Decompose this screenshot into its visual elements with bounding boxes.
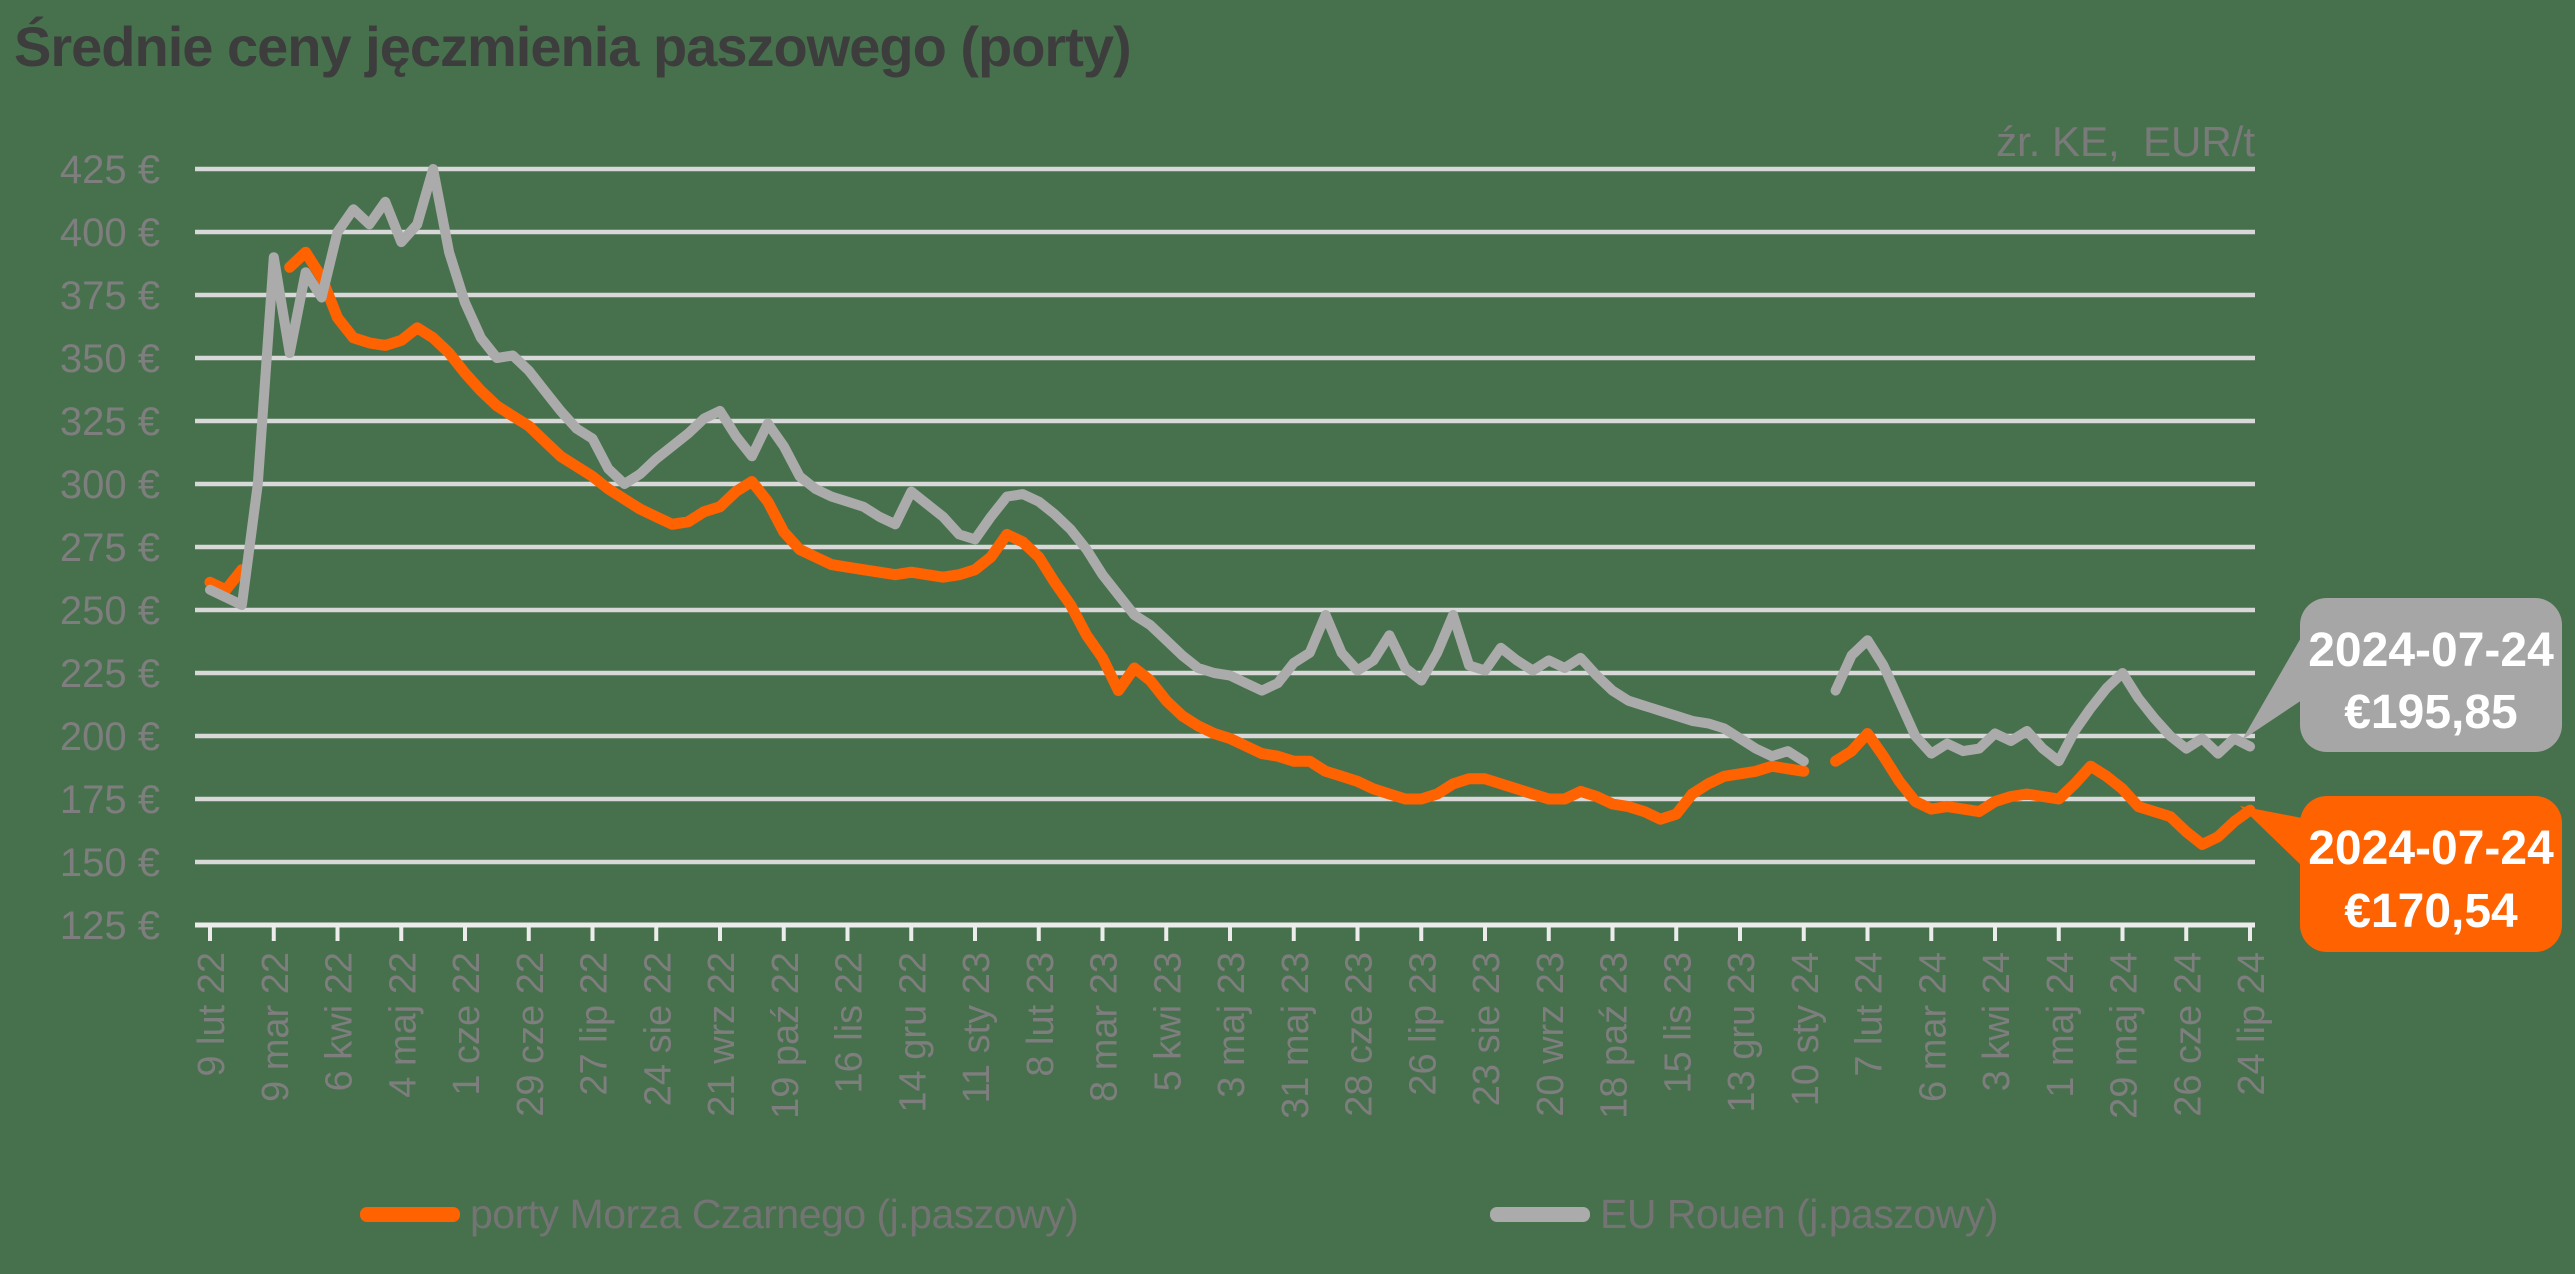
x-axis-tick-label: 14 gru 22 xyxy=(892,952,934,1113)
x-axis-tick-label: 31 maj 23 xyxy=(1275,952,1317,1119)
y-axis-tick-label: 175 € xyxy=(60,778,160,822)
x-axis-tick-label: 9 mar 22 xyxy=(255,952,297,1102)
y-axis-tick-label: 350 € xyxy=(60,337,160,381)
x-axis-tick-label: 29 cze 22 xyxy=(510,952,552,1117)
y-axis-tick-label: 425 € xyxy=(60,148,160,192)
x-axis-tick-label: 9 lut 22 xyxy=(191,952,233,1077)
x-axis-tick-label: 13 gru 23 xyxy=(1721,952,1763,1113)
x-axis-tick-label: 21 wrz 22 xyxy=(701,952,743,1117)
y-axis-tick-label: 125 € xyxy=(60,904,160,948)
x-axis-tick-label: 29 maj 24 xyxy=(2104,952,2146,1119)
callout-eu-rouen-value: €195,85 xyxy=(2344,686,2518,739)
x-axis-tick-label: 8 mar 23 xyxy=(1084,952,1126,1102)
data-series xyxy=(204,164,2256,850)
x-axis-tick-label: 15 lis 23 xyxy=(1657,952,1699,1094)
x-axis-tick-label: 11 sty 23 xyxy=(956,952,998,1103)
black-sea-line-swatch xyxy=(360,1206,460,1222)
x-axis-tick-label: 19 paź 22 xyxy=(765,952,807,1119)
y-axis-tick-label: 150 € xyxy=(60,841,160,885)
chart-title: Średnie ceny jęczmienia paszowego (porty… xyxy=(14,15,1132,78)
legend-label-eu-rouen: EU Rouen (j.paszowy) xyxy=(1600,1190,1998,1237)
callout-eu-rouen: 2024-07-24 €195,85 xyxy=(2242,598,2562,752)
callout-black-sea: 2024-07-24 €170,54 xyxy=(2240,796,2562,952)
x-axis-tick-label: 26 lip 23 xyxy=(1402,952,1444,1096)
x-axis-tick-label: 20 wrz 23 xyxy=(1530,952,1572,1117)
source-unit-note: źr. KE, EUR/t xyxy=(1995,118,2255,165)
y-axis-tick-label: 225 € xyxy=(60,652,160,696)
series-line-black-sea xyxy=(204,246,2256,850)
x-axis-tick-label: 18 paź 23 xyxy=(1594,952,1636,1119)
y-axis-tick-label: 275 € xyxy=(60,526,160,570)
y-axis-tick-label: 325 € xyxy=(60,400,160,444)
legend-item-eu-rouen: EU Rouen (j.paszowy) xyxy=(1490,1186,1998,1242)
legend-label-black-sea: porty Morza Czarnego (j.paszowy) xyxy=(470,1190,1079,1237)
x-axis-tick-label: 24 sie 22 xyxy=(637,952,679,1106)
x-axis-tick-label: 3 maj 23 xyxy=(1211,952,1253,1098)
y-axis-tick-label: 300 € xyxy=(60,463,160,507)
eu-rouen-line-swatch xyxy=(1490,1206,1590,1222)
x-axis-tick-label: 27 lip 22 xyxy=(574,952,616,1096)
x-axis-tick-label: 10 sty 24 xyxy=(1785,952,1827,1106)
chart-legend: porty Morza Czarnego (j.paszowy) EU Roue… xyxy=(0,1186,2575,1246)
callout-black-sea-box xyxy=(2300,796,2562,952)
x-axis-tick-label: 6 kwi 22 xyxy=(319,952,361,1091)
x-axis-tick-label: 1 cze 22 xyxy=(446,952,488,1096)
callout-eu-rouen-pointer xyxy=(2242,636,2302,740)
x-axis-tick-label: 3 kwi 24 xyxy=(1976,952,2018,1091)
x-axis-tick-label: 6 mar 24 xyxy=(1912,952,1954,1102)
callout-black-sea-date: 2024-07-24 xyxy=(2308,822,2554,875)
callout-eu-rouen-box xyxy=(2300,598,2562,752)
y-axis-tick-label: 200 € xyxy=(60,715,160,759)
x-axis-tick-label: 1 maj 24 xyxy=(2040,952,2082,1098)
x-axis-tick-label: 26 cze 24 xyxy=(2167,952,2209,1117)
x-axis-tick-label: 7 lut 24 xyxy=(1849,952,1891,1077)
callout-black-sea-value: €170,54 xyxy=(2344,885,2518,938)
gridlines xyxy=(195,166,2255,865)
y-axis-labels: 425 € 400 € 375 € 350 € 325 € 300 € 275 € 250 €… xyxy=(60,148,160,948)
legend-item-black-sea: porty Morza Czarnego (j.paszowy) xyxy=(360,1186,1079,1242)
y-axis-tick-label: 375 € xyxy=(60,274,160,318)
x-axis xyxy=(195,922,2255,941)
x-axis-labels: 9 lut 22 9 mar 22 6 kwi 22 4 maj 22 1 cze 22… xyxy=(191,952,2273,1119)
x-axis-tick-label: 24 lip 24 xyxy=(2231,952,2273,1096)
series-line-eu-rouen xyxy=(205,164,2255,767)
x-axis-tick-label: 16 lis 22 xyxy=(829,952,871,1094)
x-axis-tick-label: 23 sie 23 xyxy=(1466,952,1508,1106)
callout-eu-rouen-date: 2024-07-24 xyxy=(2308,624,2554,677)
x-axis-tick-label: 8 lut 23 xyxy=(1020,952,1062,1077)
x-axis-tick-label: 4 maj 22 xyxy=(382,952,424,1098)
x-axis-tick-label: 5 kwi 23 xyxy=(1147,952,1189,1091)
y-axis-tick-label: 250 € xyxy=(60,589,160,633)
y-axis-tick-label: 400 € xyxy=(60,211,160,255)
callout-black-sea-pointer xyxy=(2240,806,2302,866)
x-axis-tick-label: 28 cze 23 xyxy=(1339,952,1381,1117)
